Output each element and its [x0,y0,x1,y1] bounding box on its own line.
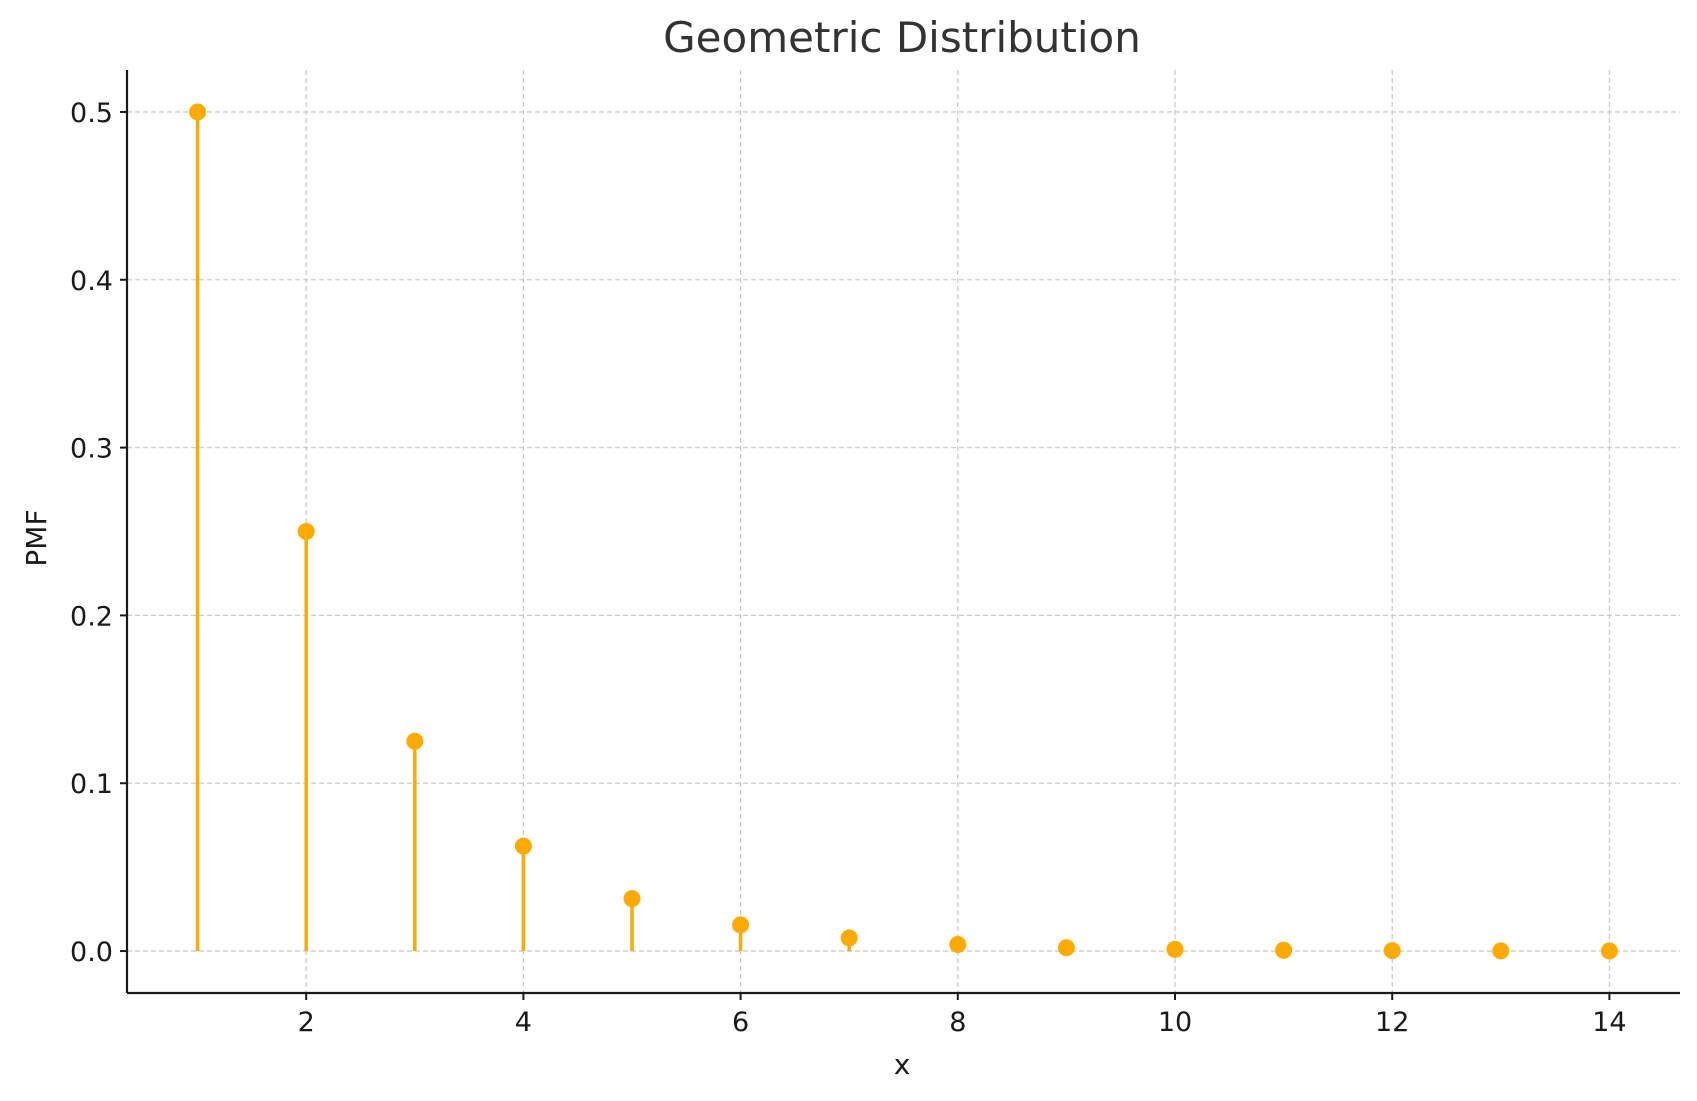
x-axis-title: x [894,1048,911,1081]
stem-marker-2 [297,523,315,540]
stem-marker-8 [949,935,967,953]
stem-marker-9 [1057,939,1075,957]
y-tick-label-1: 0.1 [70,769,113,800]
stem-marker-10 [1166,940,1184,958]
y-axis-ticks: 0.0 0.1 0.2 0.3 0.4 0.5 [70,98,127,968]
y-tick-label-0: 0.0 [70,937,113,968]
y-tick-label-2: 0.2 [70,601,113,632]
chart-title: Geometric Distribution [663,13,1141,62]
stem-marker-4 [514,837,532,855]
x-tick-label-4: 10 [1158,1007,1192,1038]
y-tick-label-3: 0.3 [70,434,113,465]
stem-marker-1 [189,103,207,121]
x-tick-label-6: 14 [1592,1007,1626,1038]
stem-marker-6 [732,916,750,934]
stem-marker-14 [1600,942,1618,960]
y-tick-label-5: 0.5 [70,98,113,129]
stem-marker-7 [840,929,858,947]
x-tick-label-1: 4 [515,1007,532,1038]
x-axis-ticks: 2 4 6 8 10 12 14 [298,993,1627,1038]
y-tick-label-4: 0.4 [70,266,113,297]
x-tick-label-0: 2 [298,1007,315,1038]
stem-marker-13 [1492,942,1510,960]
markers [189,103,1618,960]
stem-marker-5 [623,890,641,908]
x-tick-label-3: 8 [949,1007,966,1038]
stem-marker-3 [406,732,424,750]
x-tick-label-2: 6 [732,1007,749,1038]
stem-marker-11 [1275,941,1293,959]
stems [195,111,1612,952]
x-tick-label-5: 12 [1375,1007,1409,1038]
stem-marker-12 [1383,942,1401,960]
grid [127,70,1680,993]
y-axis-title: PMF [20,509,53,566]
